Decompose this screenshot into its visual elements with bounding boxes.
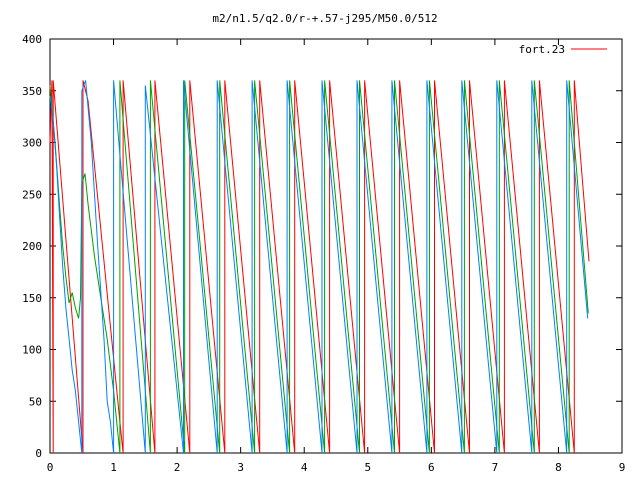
- plot-frame: [49, 38, 623, 454]
- x-tick-label: 8: [555, 461, 562, 474]
- legend: fort.23: [519, 43, 607, 56]
- y-tick-label: 200: [22, 240, 42, 253]
- x-tick-label: 5: [364, 461, 371, 474]
- x-tick-label: 2: [174, 461, 181, 474]
- x-tick-label: 6: [428, 461, 435, 474]
- x-tick-label: 7: [492, 461, 499, 474]
- y-tick-label: 350: [22, 85, 42, 98]
- y-tick-label: 100: [22, 344, 42, 357]
- x-tick-label: 4: [301, 461, 308, 474]
- y-axis: 0 50 100 150 200 250 300 350 400: [22, 33, 622, 460]
- y-tick-label: 250: [22, 188, 42, 201]
- x-tick-label: 0: [47, 461, 54, 474]
- y-tick-label: 400: [22, 33, 42, 46]
- y-tick-label: 150: [22, 292, 42, 305]
- series-line-2: [49, 80, 589, 454]
- plot-area: [49, 38, 623, 454]
- x-axis: 0 1 2 3 4 5 6 7 8 9: [47, 39, 626, 474]
- y-tick-label: 50: [29, 395, 42, 408]
- legend-label-fort-23: fort.23: [519, 43, 565, 56]
- y-tick-label: 0: [35, 447, 42, 460]
- y-tick-label: 300: [22, 137, 42, 150]
- series-line-0: [49, 80, 590, 454]
- chart-title: m2/n1.5/q2.0/r-+.57-j295/M50.0/512: [212, 12, 437, 25]
- series-line-1: [49, 80, 589, 454]
- series-layer: [49, 80, 590, 454]
- x-tick-label: 1: [110, 461, 117, 474]
- x-tick-label: 3: [237, 461, 244, 474]
- x-tick-label: 9: [619, 461, 626, 474]
